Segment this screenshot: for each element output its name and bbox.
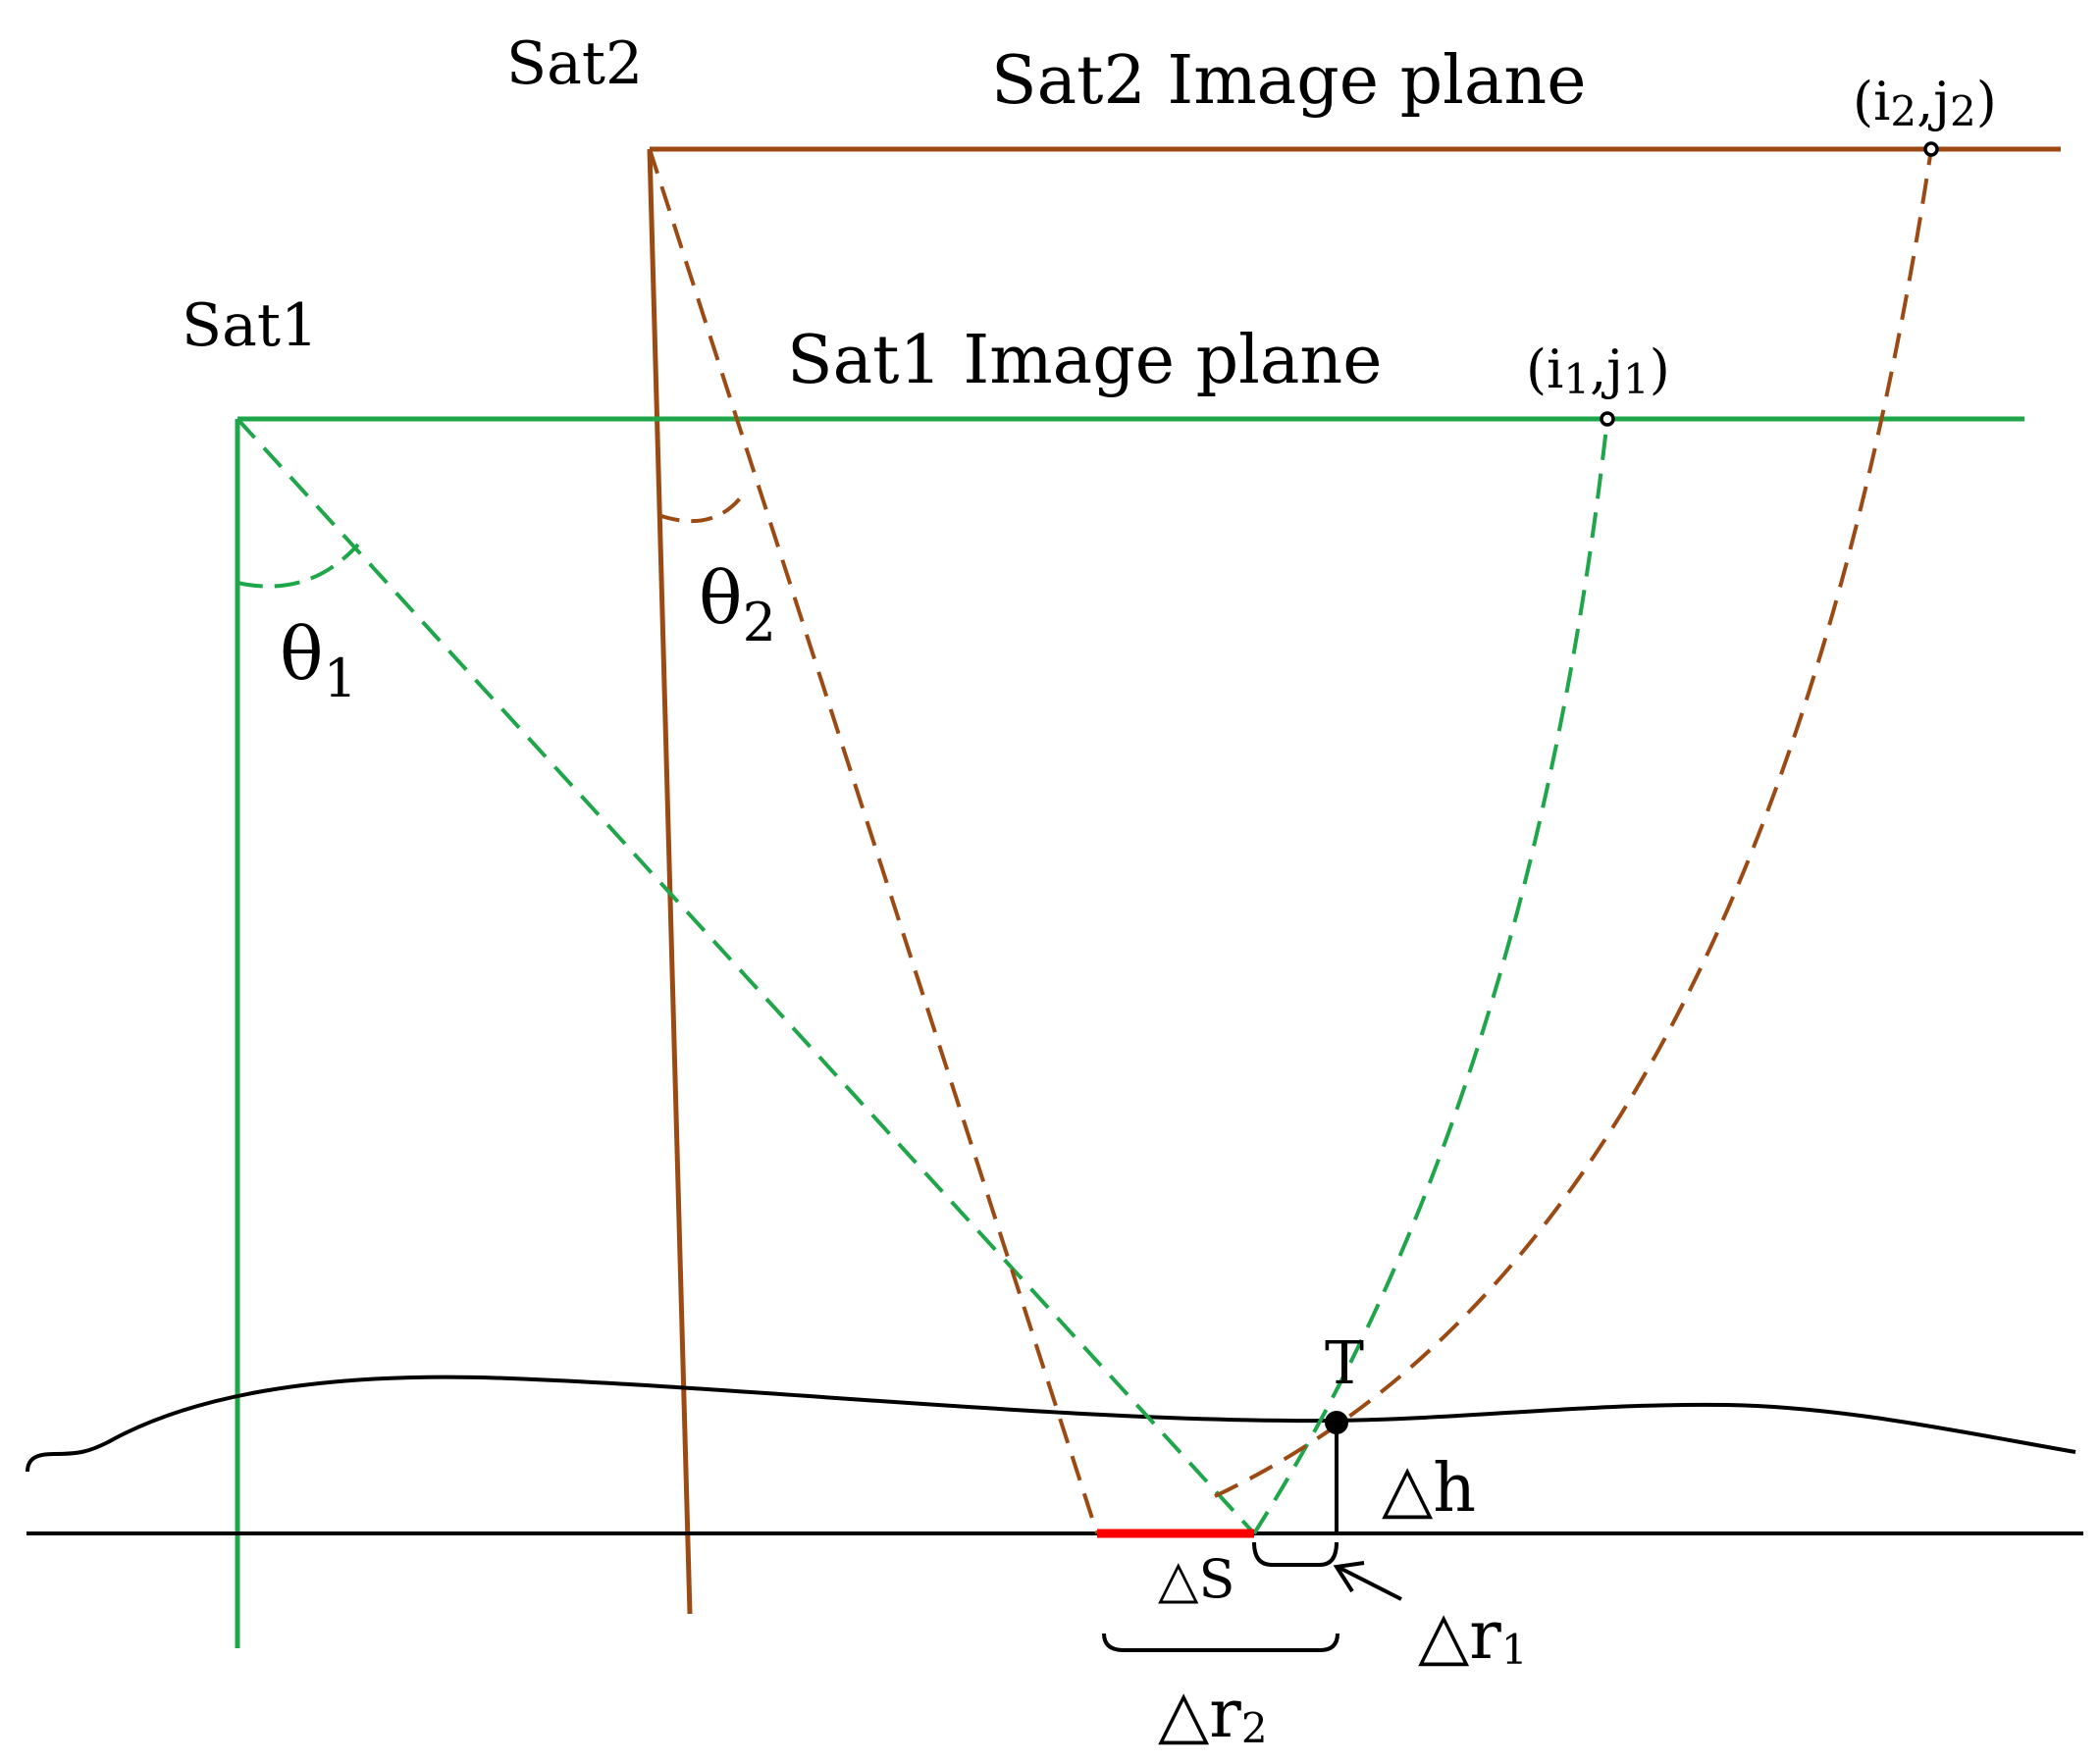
- delta-r2-label: △r2: [1158, 1676, 1268, 1753]
- image-point-2-label: (i2,j2): [1853, 71, 1997, 135]
- sat2-image-plane-label: Sat2 Image plane: [991, 42, 1586, 120]
- delta-r1-label: △r1: [1418, 1597, 1528, 1675]
- delta-r1-bracket: [1252, 1541, 1339, 1567]
- delta-h-label: △h: [1382, 1450, 1476, 1528]
- image-point-2-marker: [1923, 141, 1939, 157]
- sat1-label: Sat1: [182, 291, 318, 360]
- delta-r1-arrow-head: [1333, 1561, 1365, 1593]
- sat2-off-nadir-ray: [648, 148, 1099, 1534]
- target-point: [1325, 1411, 1348, 1434]
- sat2-nadir-line: [647, 148, 693, 1615]
- delta-s-label: △S: [1158, 1548, 1235, 1610]
- sat2-ray-to-target: [1214, 148, 1933, 1498]
- sat1-ray-to-target: [1252, 418, 1609, 1535]
- image-point-1-label: (i1,j1): [1526, 338, 1670, 403]
- theta2-label: θ2: [699, 556, 776, 653]
- target-label: T: [1325, 1329, 1364, 1398]
- delta-r1-arrow-shaft: [1339, 1566, 1402, 1601]
- theta1-label: θ1: [280, 612, 357, 709]
- terrain-surface: [26, 1375, 2076, 1473]
- image-point-1-marker: [1600, 411, 1615, 427]
- sat1-image-plane-label: Sat1 Image plane: [787, 322, 1382, 399]
- sat2-label: Sat2: [506, 29, 643, 98]
- theta1-angle-arc: [236, 543, 360, 589]
- sat1-off-nadir-ray: [236, 417, 1256, 1535]
- delta-r2-bracket: [1102, 1633, 1339, 1652]
- theta2-angle-arc: [657, 489, 748, 524]
